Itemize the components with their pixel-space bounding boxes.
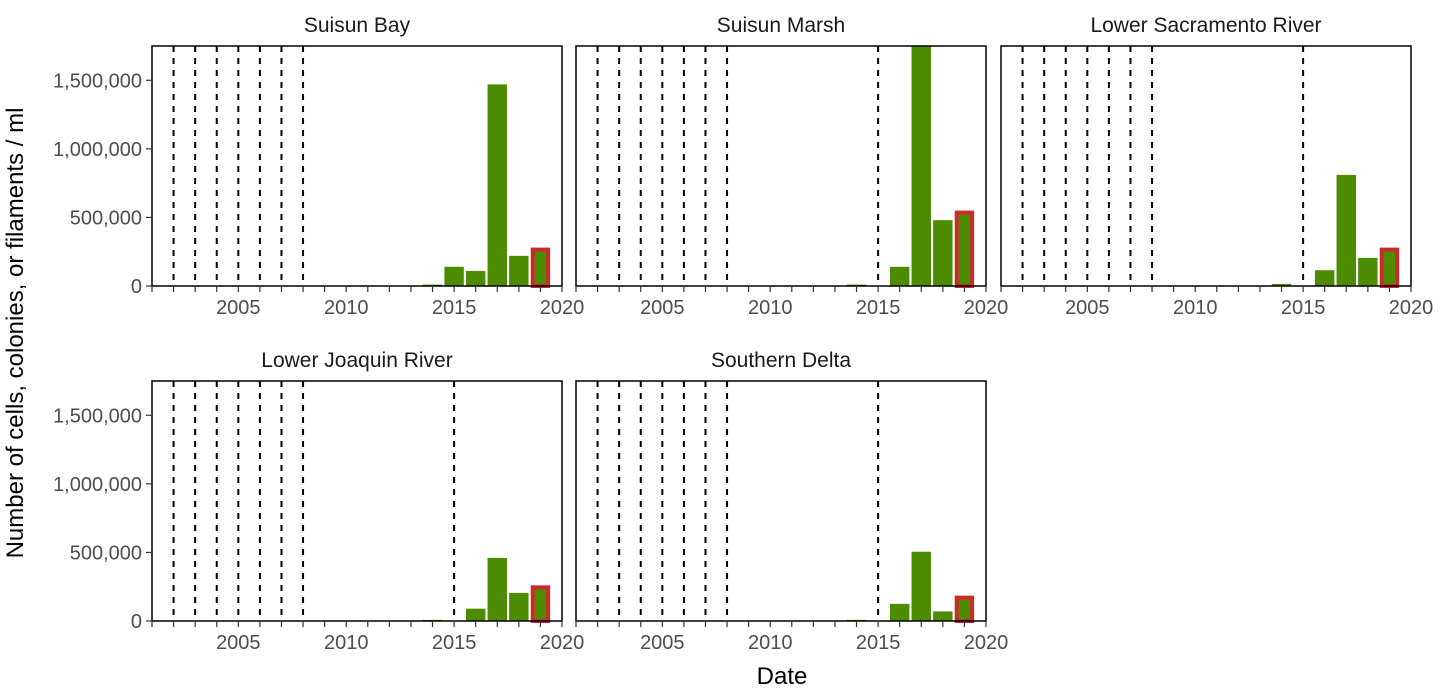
x-tick-label: 2010 [324, 297, 369, 319]
bar [509, 592, 529, 621]
x-tick-label: 2010 [1173, 297, 1218, 319]
y-tick-label: 1,000,000 [53, 139, 142, 161]
x-tick-label: 2005 [640, 297, 685, 319]
x-tick-label: 2020 [1389, 297, 1434, 319]
y-tick-label: 500,000 [70, 542, 142, 564]
x-tick-label: 2020 [540, 297, 585, 319]
panel-border [151, 380, 563, 622]
panel-title: Suisun Bay [304, 14, 411, 37]
bar [444, 266, 464, 286]
x-axis-title: Date [757, 663, 808, 690]
x-tick-label: 2005 [1065, 297, 1110, 319]
panel-border [575, 45, 987, 287]
panel-border [1000, 45, 1412, 287]
panel-border [575, 380, 987, 622]
x-tick-label: 2020 [964, 632, 1009, 654]
x-tick-label: 2015 [1281, 297, 1326, 319]
y-tick-label: 0 [131, 276, 142, 298]
x-tick-label: 2015 [432, 297, 477, 319]
x-tick-label: 2015 [432, 632, 477, 654]
bar [1358, 257, 1378, 286]
x-tick-label: 2015 [856, 632, 901, 654]
y-axis-title: Number of cells, colonies, or filaments … [2, 108, 29, 559]
bar [465, 270, 486, 286]
bar [933, 220, 953, 286]
bar [487, 557, 507, 621]
x-tick-label: 2020 [540, 632, 585, 654]
highlight-bar [954, 595, 975, 624]
y-tick-label: 500,000 [70, 207, 142, 229]
bar [487, 84, 507, 287]
highlight-bar [954, 210, 975, 288]
x-tick-label: 2015 [856, 297, 901, 319]
x-tick-label: 2020 [964, 297, 1009, 319]
highlight-bar [1379, 247, 1400, 289]
bar [1336, 174, 1356, 286]
bar [889, 266, 910, 286]
x-tick-label: 2005 [640, 632, 685, 654]
panel-title: Lower Sacramento River [1090, 14, 1321, 37]
y-tick-label: 1,500,000 [53, 405, 142, 427]
x-tick-label: 2010 [324, 632, 369, 654]
y-tick-label: 0 [131, 611, 142, 633]
x-tick-label: 2005 [216, 632, 261, 654]
panel-border [151, 45, 563, 287]
bar [889, 603, 910, 621]
bar [1314, 270, 1335, 286]
highlight-bar [530, 585, 551, 623]
bar [933, 611, 953, 621]
bar [465, 608, 486, 621]
x-tick-label: 2010 [748, 297, 793, 319]
bar [1271, 283, 1292, 286]
bar [509, 255, 529, 286]
panel-title: Southern Delta [711, 349, 851, 372]
bar [911, 46, 931, 286]
x-tick-label: 2010 [748, 632, 793, 654]
y-tick-label: 1,500,000 [53, 70, 142, 92]
highlight-bar [530, 247, 551, 289]
bar [911, 551, 931, 621]
y-tick-label: 1,000,000 [53, 474, 142, 496]
x-tick-label: 2005 [216, 297, 261, 319]
panel-title: Lower Joaquin River [261, 349, 452, 372]
panel-title: Suisun Marsh [717, 14, 845, 37]
